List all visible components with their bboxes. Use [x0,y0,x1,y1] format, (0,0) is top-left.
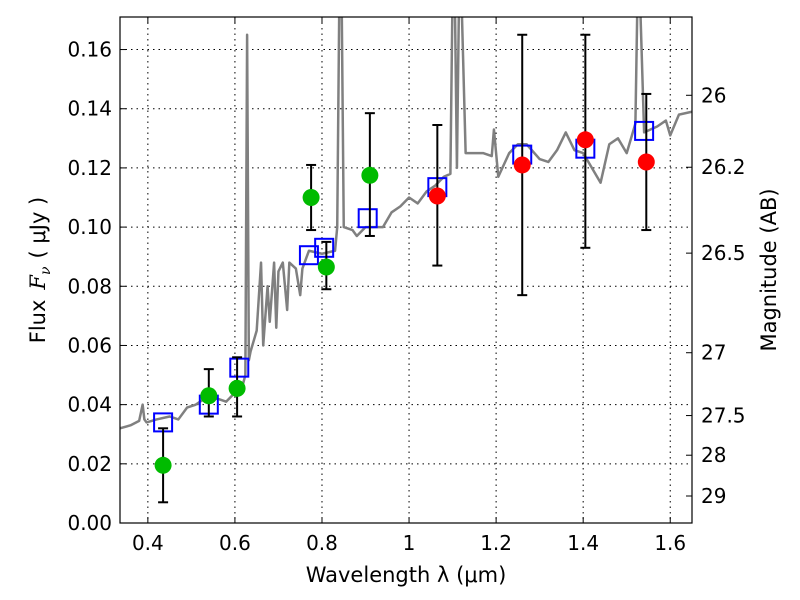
model-square-marker [634,120,655,141]
red-data-point [513,156,531,174]
y-label-text: Flux [26,300,50,344]
x-axis-label: Wavelength λ (μm) [306,563,507,587]
y-tick-label: 0.16 [67,38,112,62]
y2-tick-label: 26.5 [701,241,746,265]
y-label-sub: ν [38,266,54,275]
y-tick-label: 0.06 [67,333,112,357]
red-data-point [576,131,594,149]
y-tick-label: 0.14 [67,97,112,121]
y2-axis-label: Magnitude (AB) [757,188,781,351]
y-tick-label: 0.00 [67,511,112,535]
y-tick-label: 0.02 [67,452,112,476]
x-tick-label: 0.4 [132,531,164,555]
model-square-marker [229,357,250,378]
green-data-point [361,166,379,184]
green-data-point [317,258,335,276]
x-tick-label: 1.4 [567,531,599,555]
red-data-point [428,187,446,205]
x-tick-label: 1.2 [480,531,512,555]
y-tick-label: 0.12 [67,156,112,180]
x-tick-label: 1 [403,531,416,555]
green-data-point [228,379,246,397]
green-data-point [154,456,172,474]
green-data-point [200,387,218,405]
y2-tick-label: 27 [701,341,726,365]
markers-layer [153,33,655,504]
model-square-marker [314,237,335,258]
y-tick-label: 0.08 [67,274,112,298]
y2-tick-label: 28 [701,443,726,467]
plot-frame [119,16,693,524]
y-label-var: F [26,274,50,291]
spectrum-line [120,17,692,430]
x-tick-label: 0.6 [219,531,251,555]
x-tick-label: 0.8 [306,531,338,555]
grid [120,17,692,524]
spectrum-layer [120,17,692,430]
y2-tick-label: 29 [701,484,726,508]
model-square-marker [298,245,319,266]
model-square-marker [357,208,378,229]
y-tick-label: 0.04 [67,393,112,417]
red-data-point [637,153,655,171]
y-tick-label: 0.10 [67,215,112,239]
x-tick-label: 1.6 [654,531,686,555]
ticks: 0.4 0.6 0.8 1 1.2 1.4 1.6 0.00 0.02 0.04 0.06 0.08 0… [67,17,746,555]
y-label-unit: ( μJy ) [26,197,50,259]
y2-tick-label: 26 [701,83,726,107]
green-data-point [302,189,320,207]
y2-tick-label: 27.5 [701,404,746,428]
y2-tick-label: 26.2 [701,155,746,179]
y-axis-label: Flux Fν ( μJy ) [26,197,54,343]
